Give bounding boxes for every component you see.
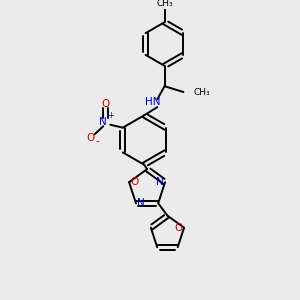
Text: CH₃: CH₃ <box>194 88 210 97</box>
Text: N: N <box>156 177 164 187</box>
Text: O: O <box>175 223 183 233</box>
Text: N: N <box>99 117 107 127</box>
Text: +: + <box>107 111 114 120</box>
Text: O: O <box>87 134 95 143</box>
Text: N: N <box>137 198 145 208</box>
Text: HN: HN <box>145 97 161 107</box>
Text: -: - <box>95 136 100 146</box>
Text: CH₃: CH₃ <box>156 0 173 8</box>
Text: O: O <box>102 99 110 110</box>
Text: O: O <box>130 177 139 187</box>
